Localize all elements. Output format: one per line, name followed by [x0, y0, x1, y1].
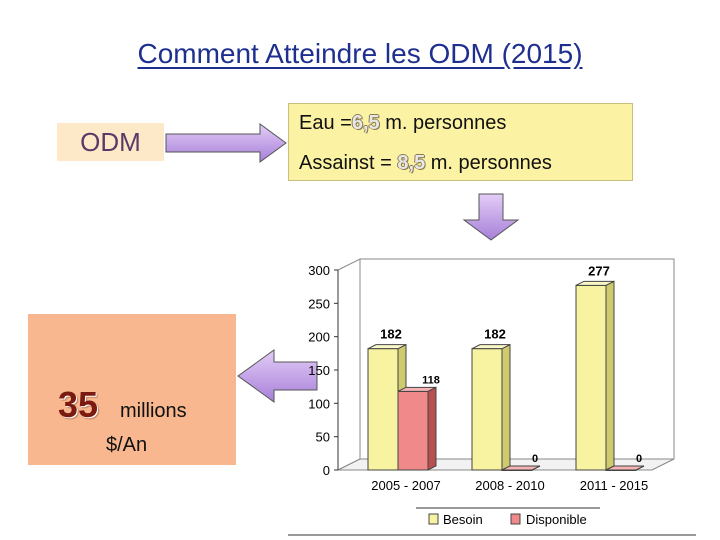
- data-label: 277: [588, 263, 610, 278]
- assainst-prefix: Assainst =: [299, 152, 398, 174]
- data-label: 182: [380, 327, 402, 342]
- amount-number: 35: [58, 384, 99, 425]
- y-tick-label: 50: [316, 430, 330, 445]
- y-tick-label: 250: [308, 296, 330, 311]
- y-tick-label: 150: [308, 363, 330, 378]
- eau-prefix: Eau =: [299, 112, 352, 134]
- y-tick-label: 0: [323, 463, 330, 478]
- page-title: Comment Atteindre les ODM (2015): [0, 38, 720, 70]
- assainst-suffix: m. personnes: [425, 152, 552, 174]
- assainst-line: Assainst = 8,5 m. personnes: [299, 152, 552, 175]
- data-label: 118: [422, 374, 440, 386]
- arrow-down-icon: [462, 193, 520, 241]
- bar-side-besoin: [501, 343, 511, 471]
- x-tick-label: 2005 - 2007: [371, 478, 440, 493]
- bar-side-disponible: [427, 386, 437, 471]
- legend-label-disponible: Disponible: [526, 512, 587, 527]
- legend-label-besoin: Besoin: [443, 512, 483, 527]
- eau-suffix: m. personnes: [379, 112, 507, 134]
- bar-top-besoin: [471, 344, 511, 350]
- bar-top-disponible: [501, 465, 541, 471]
- bar-besoin: [471, 348, 503, 471]
- data-label: 0: [532, 453, 538, 465]
- legend-swatch-disponible: [510, 513, 521, 525]
- bar-disponible: [397, 390, 429, 471]
- info-box: Eau =6,5 m. personnes Assainst = 8,5 m. …: [288, 103, 633, 181]
- bar-besoin: [367, 348, 399, 471]
- bar-top-disponible: [605, 465, 645, 471]
- x-tick-label: 2008 - 2010: [475, 478, 544, 493]
- chart-side-wall: [337, 258, 361, 471]
- odm-box: ODM: [57, 123, 164, 161]
- chart: 0 50 100 150 200 250 300 182 118 2005 - 2007 182 0 2…: [288, 258, 696, 536]
- bar-top-besoin: [575, 280, 615, 286]
- x-tick-label: 2011 - 2015: [580, 478, 648, 493]
- legend-swatch-besoin: [428, 513, 439, 525]
- y-tick-label: 100: [308, 396, 330, 411]
- y-tick-label: 300: [308, 263, 330, 278]
- odm-label: ODM: [80, 126, 141, 157]
- bar-besoin: [575, 284, 607, 471]
- y-tick-label: 200: [308, 330, 330, 345]
- data-label: 0: [636, 453, 642, 465]
- bar-top-besoin: [367, 344, 407, 350]
- bar-top-disponible: [397, 386, 437, 392]
- eau-line: Eau =6,5 m. personnes: [299, 112, 506, 135]
- page-title-text: Comment Atteindre les ODM (2015): [137, 38, 583, 69]
- bar-side-besoin: [605, 280, 615, 471]
- assainst-value: 8,5: [397, 152, 426, 174]
- arrow-right-icon: [165, 123, 287, 163]
- amount-unit: millions: [120, 400, 187, 422]
- data-label: 182: [484, 327, 506, 342]
- amount-per: $/An: [106, 434, 148, 456]
- eau-value: 6,5: [351, 112, 380, 134]
- amount-box: 35 millions $/An: [28, 314, 236, 465]
- arrow-left-icon: [237, 349, 318, 403]
